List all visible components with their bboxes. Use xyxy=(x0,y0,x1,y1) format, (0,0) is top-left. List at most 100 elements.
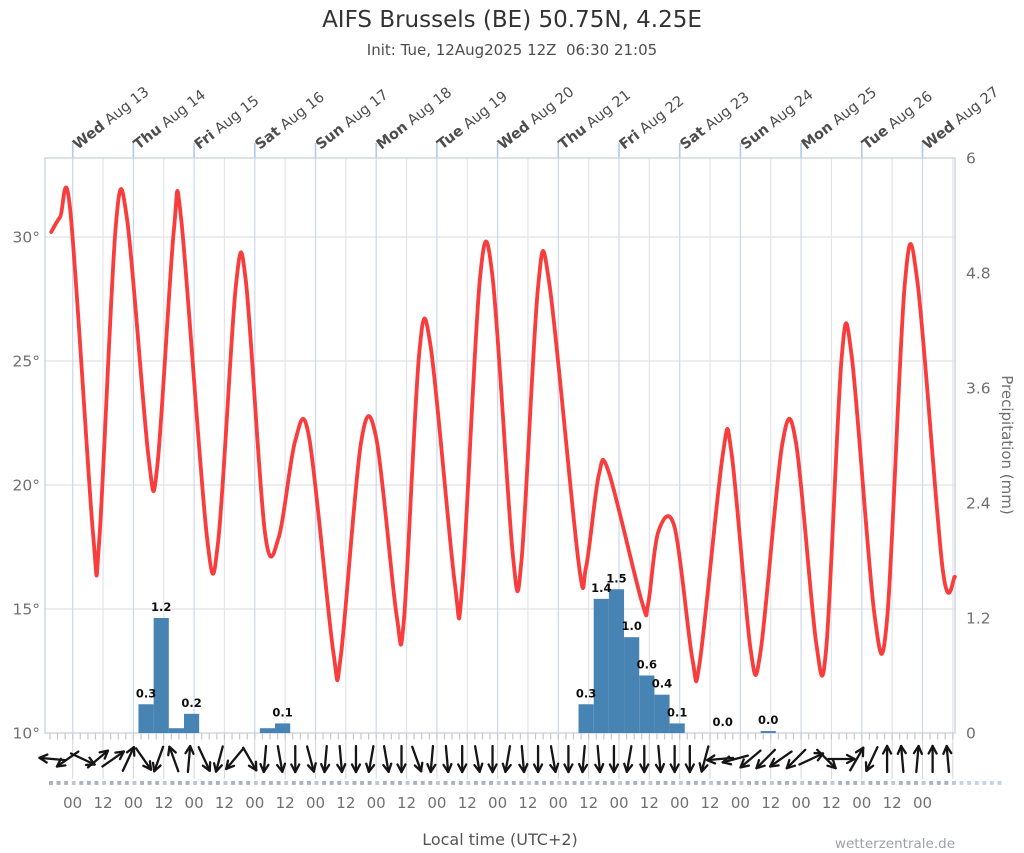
precip-bar-value: 0.3 xyxy=(136,686,156,700)
wind-arrow-shaft xyxy=(739,749,762,769)
wind-arrow-head xyxy=(212,762,218,773)
wind-arrow xyxy=(698,745,710,773)
dot xyxy=(656,781,660,785)
precip-tick-labels: 6 4.8 3.6 2.4 1.2 0 xyxy=(966,150,991,743)
dot xyxy=(678,781,683,785)
wind-arrow xyxy=(225,747,245,771)
wind-arrow xyxy=(684,744,695,774)
chart-subtitle: Init: Tue, 12Aug2025 12Z 06:30 21:05 xyxy=(366,41,658,59)
wind-arrow-head xyxy=(446,762,453,774)
wind-arrow-head xyxy=(487,763,494,774)
wind-arrow-head xyxy=(700,764,709,773)
wind-arrow-head xyxy=(643,763,650,774)
wind-arrow-head xyxy=(189,744,195,756)
wind-arrow xyxy=(350,744,362,774)
dot xyxy=(929,781,934,785)
wind-arrow-head xyxy=(721,761,733,766)
dot xyxy=(367,781,372,785)
wind-arrow-shaft xyxy=(305,745,315,773)
dot-row xyxy=(49,781,1002,785)
wind-arrow-head xyxy=(826,764,837,770)
dot xyxy=(246,781,251,785)
precip-bar xyxy=(669,723,685,733)
dot xyxy=(898,781,903,785)
dot xyxy=(982,781,987,785)
wind-arrow-head xyxy=(625,763,634,773)
wind-arrow-head xyxy=(518,763,526,774)
wind-arrow-head xyxy=(118,750,125,761)
temp-tick-labels: 30° 25° 20° 15° 10° xyxy=(13,229,40,743)
dot xyxy=(625,781,630,785)
wind-arrow xyxy=(577,744,589,774)
dot xyxy=(306,781,311,785)
dot xyxy=(921,781,926,785)
precip-bar xyxy=(608,589,625,733)
dot xyxy=(140,781,144,785)
wind-arrow-head xyxy=(320,762,326,774)
dot xyxy=(398,781,402,785)
wind-arrow-head xyxy=(225,764,236,771)
wind-arrow-head xyxy=(504,763,512,773)
precip-tick-label: 1.2 xyxy=(966,610,991,628)
dot xyxy=(269,781,273,785)
wind-arrow-head xyxy=(785,764,797,770)
wind-arrow-head xyxy=(899,744,907,755)
wind-arrow-shaft xyxy=(121,746,135,772)
wind-arrow-head xyxy=(769,757,776,768)
wind-arrow-head xyxy=(312,762,317,773)
wind-arrow-head xyxy=(354,763,362,774)
precip-bar xyxy=(153,618,169,733)
dot xyxy=(215,781,220,785)
dot xyxy=(162,781,167,785)
temp-tick-label: 30° xyxy=(13,229,40,247)
precip-bar-value: 0.2 xyxy=(181,696,201,710)
dot xyxy=(830,781,835,785)
wind-arrow-head xyxy=(654,763,662,774)
wind-arrow xyxy=(101,750,125,768)
temperature-layer xyxy=(49,185,957,684)
wind-arrow-head xyxy=(168,745,177,754)
wind-arrow-head xyxy=(151,761,156,773)
wind-arrow-head xyxy=(942,744,948,756)
time-tick-label: 00 xyxy=(792,794,811,812)
wind-arrow xyxy=(442,744,453,774)
dot xyxy=(602,781,607,785)
wind-arrow-head xyxy=(945,744,953,755)
wind-arrow-shaft xyxy=(367,745,375,773)
wind-arrow-head xyxy=(38,753,49,760)
dot xyxy=(337,781,342,785)
wind-arrow xyxy=(549,745,560,773)
time-tick-label: 00 xyxy=(609,794,628,812)
wind-arrow-shaft xyxy=(225,747,245,771)
wind-arrow xyxy=(259,744,270,774)
precip-bar xyxy=(168,728,184,733)
dot xyxy=(94,781,99,785)
precip-bar-value: 0.4 xyxy=(652,677,672,691)
wind-arrow-head xyxy=(225,759,230,771)
dot xyxy=(822,781,827,785)
dot xyxy=(86,781,91,785)
wind-arrow-head xyxy=(881,744,889,755)
wind-arrow-head xyxy=(201,764,211,772)
time-tick-label: 12 xyxy=(276,794,295,812)
wind-arrow-head xyxy=(400,763,407,774)
temperature-curve xyxy=(49,185,957,684)
wind-arrow-head xyxy=(659,762,666,774)
wind-arrow xyxy=(532,744,544,774)
dot xyxy=(663,781,668,785)
wind-arrow xyxy=(121,746,136,772)
dot xyxy=(428,781,433,785)
precip-bar xyxy=(760,731,776,733)
dot xyxy=(420,781,425,785)
wind-arrow xyxy=(623,745,634,773)
time-tick-label: 12 xyxy=(154,794,173,812)
wind-arrow-shaft xyxy=(262,744,268,774)
dot xyxy=(906,781,911,785)
precip-bar-value: 1.5 xyxy=(606,571,626,585)
wind-arrow-shaft xyxy=(581,744,586,774)
dot xyxy=(496,781,501,785)
precip-bar-labels: 0.3 1.2 0.2 0.1 0.3 1.41.5 1.0 0.6 0.4 0.1 0.0 0.0 xyxy=(136,571,779,729)
dot xyxy=(792,781,797,785)
watermark: wetterzentrale.de xyxy=(834,836,955,852)
wind-arrow-shaft xyxy=(168,745,180,773)
